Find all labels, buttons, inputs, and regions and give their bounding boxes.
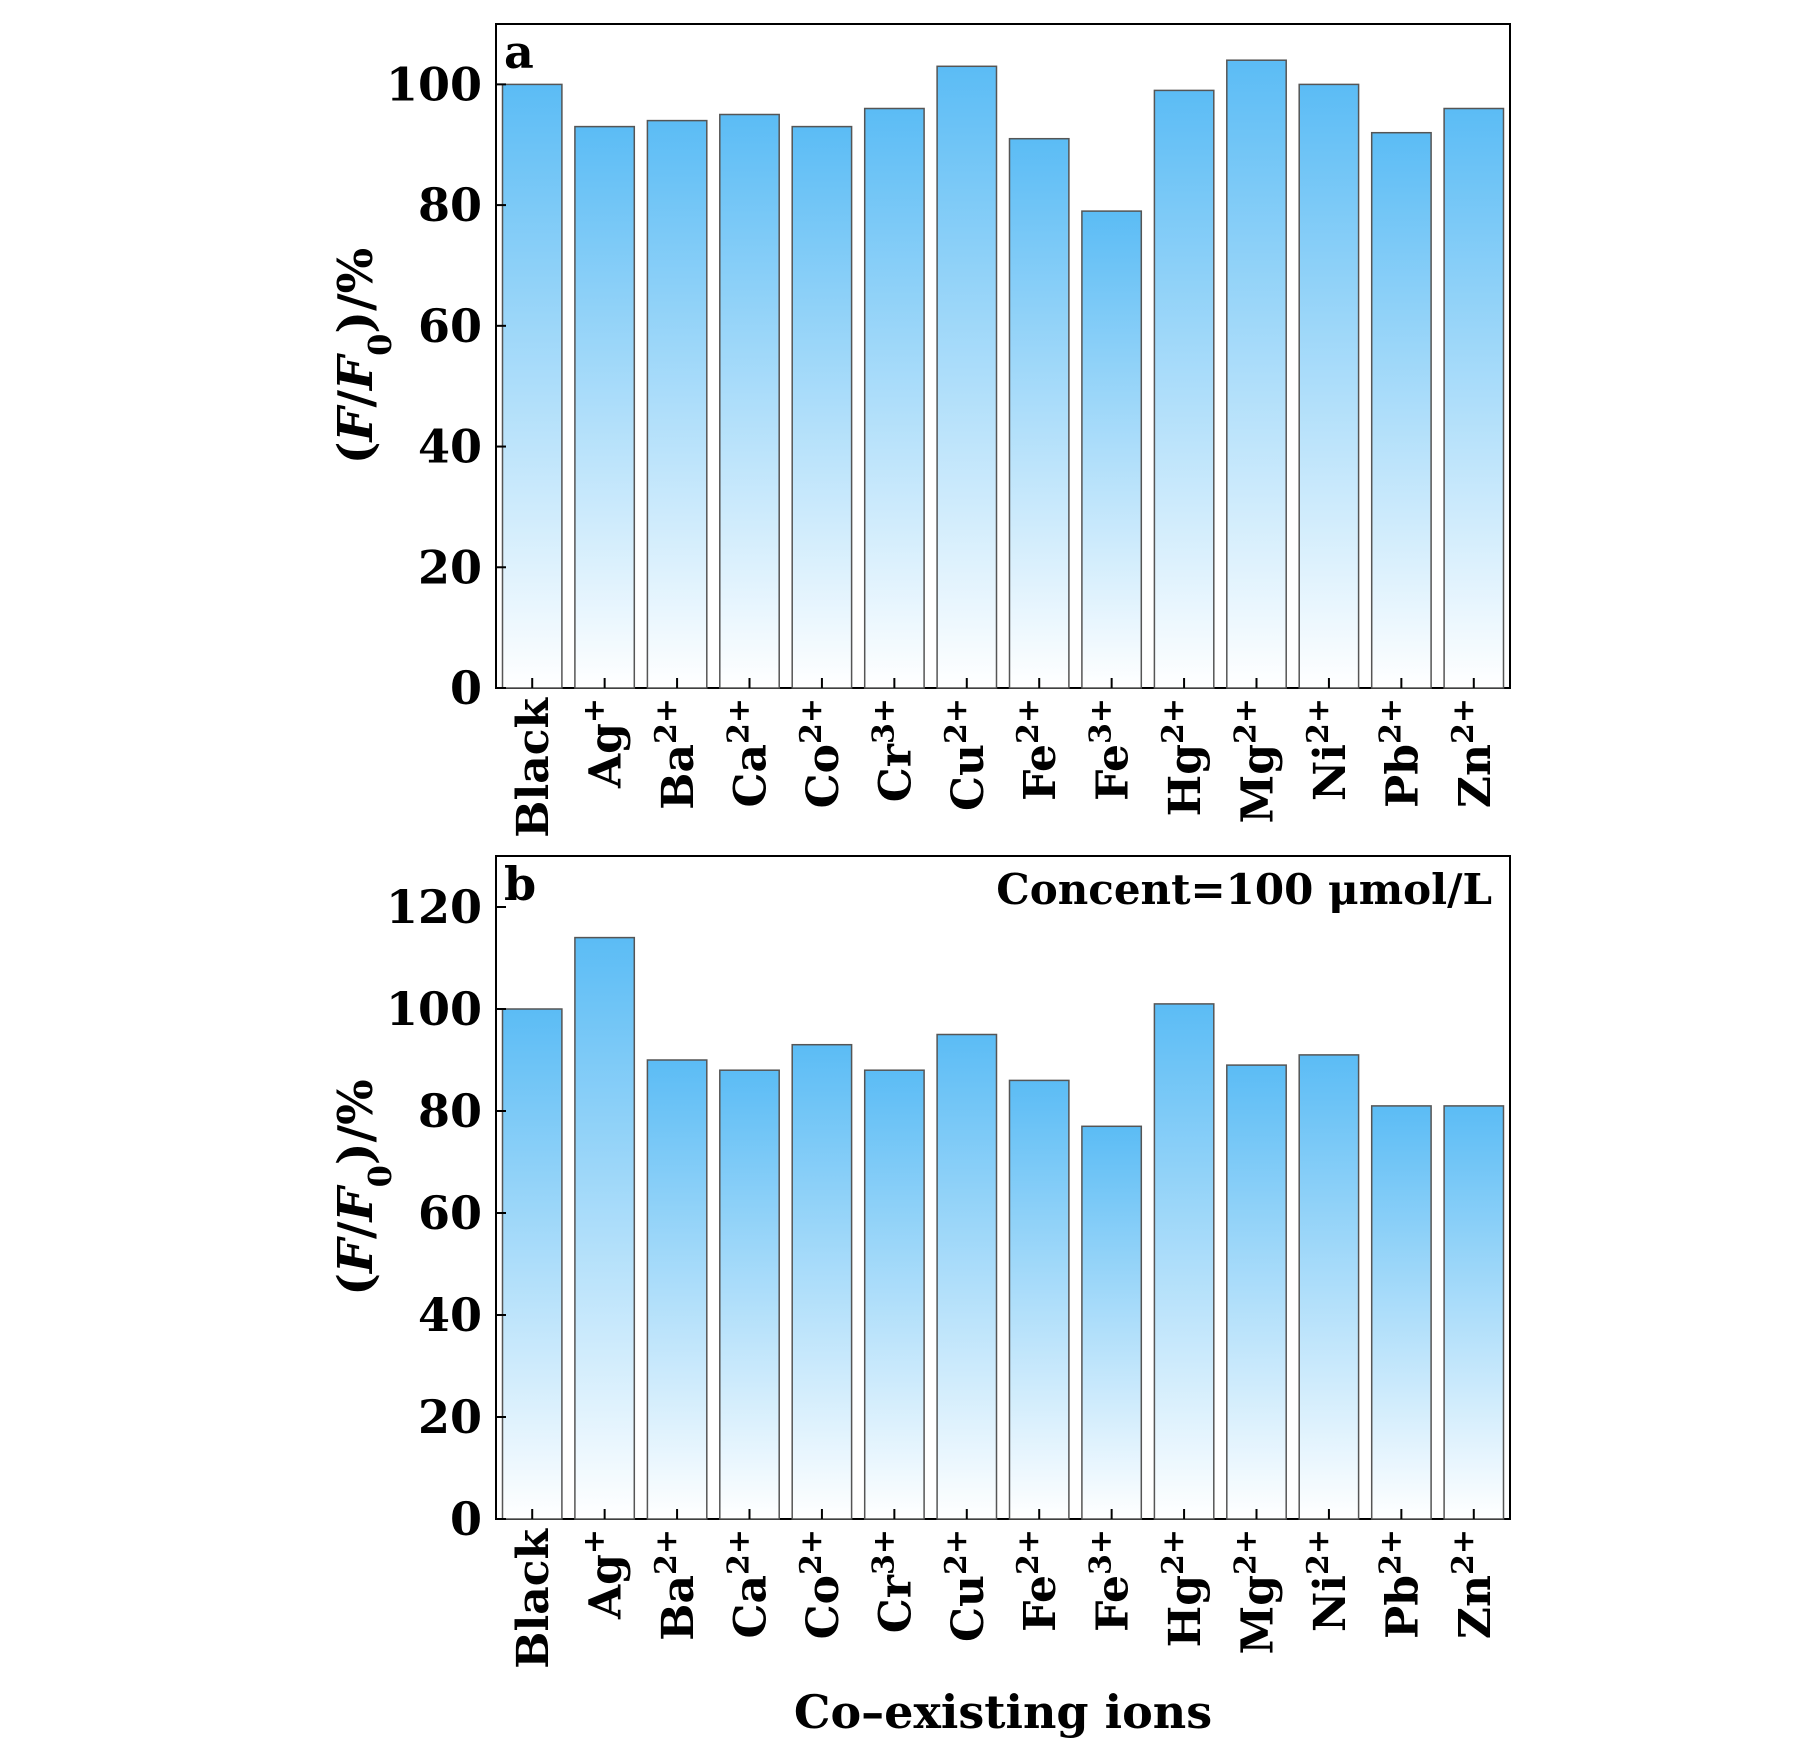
ylabel-subscript: 0 [361,1165,399,1187]
panel-b-x-tick-label-10: Mg2+ [1228,1529,1284,1655]
panel-b-y-tick-label-3: 60 [418,1186,482,1240]
panel-a-y-axis: 0 20 40 60 80 100 [386,57,506,715]
panel-b-bar-5 [863,1069,925,1520]
panel-a-label: a [504,25,534,79]
panel-b-x-tick-label-11: Ni2+ [1300,1529,1356,1632]
panel-a-x-tick-label-0: Black [508,696,559,837]
panel-b-bar-2 [646,1059,708,1520]
panel-a-x-tick-label-3: Ca2+ [721,698,777,808]
panel-b-y-tick-label-0: 0 [450,1492,482,1546]
panel-a-y-tick-label-3: 60 [418,299,482,353]
panel-a-bar-5 [863,107,925,689]
panel-a-x-tick-label-1: Ag+ [576,698,632,789]
panel-b-bar-3 [719,1069,780,1520]
panel-b-bar-10 [1226,1064,1287,1520]
ylabel-slash: / [328,1221,384,1239]
ylabel-f: F [328,1236,384,1275]
panel-a-bar-0 [501,83,563,689]
panel-a-y-tick-label-5: 100 [386,57,482,111]
panel-b-label: b [504,857,536,911]
panel-a-x-tick-label-12: Pb2+ [1373,698,1429,808]
panel-b-bar-11 [1298,1054,1360,1520]
ylabel-f: F [328,405,384,444]
panel-a-bars [501,59,1505,689]
panel-b-x-tick-label-5: Cr3+ [866,1529,922,1633]
panel-a-x-tick-label-6: Cu2+ [938,698,994,811]
panel-a-y-tick-label-2: 40 [418,420,482,474]
x-axis-title: Co–existing ions [794,1685,1212,1739]
panel-a-x-tick-label-5: Cr3+ [866,698,922,802]
ylabel-suffix: )/% [328,248,384,334]
panel-b-bar-4 [791,1043,853,1520]
panel-a-bar-8 [1081,210,1143,689]
panel-a-x-tick-label-2: Ba2+ [649,698,705,810]
panel-b-bar-0 [501,1008,563,1520]
panel-a-x-tick-label-8: Fe3+ [1083,698,1139,801]
panel-b-bar-7 [1008,1079,1070,1520]
ylabel-slash: / [328,389,384,407]
panel-a-plot-frame [495,23,1511,689]
panel-b: 0 20 40 60 80 100 120 Black Ag+ Ba2+ Ca2+ Co2+ Cr3+… [328,855,1511,1669]
panel-b-y-tick-label-6: 120 [386,880,482,934]
panel-a-bar-13 [1443,107,1505,689]
panel-b-y-axis-title: (F/F0)/% [328,1079,399,1296]
panel-a-bar-2 [646,119,708,689]
panel-a-x-tick-label-11: Ni2+ [1300,698,1356,801]
panel-a-y-axis-title: (F/F0)/% [328,248,399,465]
ylabel-open-paren: ( [328,1273,384,1296]
panel-a-x-tick-label-13: Zn2+ [1445,698,1501,808]
panel-b-x-axis: Black Ag+ Ba2+ Ca2+ Co2+ Cr3+ Cu2+ Fe2+ Fe3+ Hg2+… [508,1509,1501,1669]
ylabel-suffix: )/% [328,1079,384,1165]
panel-b-bar-12 [1370,1105,1432,1520]
panel-b-y-tick-label-2: 40 [418,1288,482,1342]
panel-b-y-axis: 0 20 40 60 80 100 120 [386,880,506,1546]
panel-b-x-tick-label-13: Zn2+ [1445,1529,1501,1639]
panel-b-note: Concent=100 μmol/L [996,865,1492,914]
panel-a-bar-9 [1153,89,1215,689]
panel-a-y-tick-label-0: 0 [450,661,482,715]
panel-b-x-tick-label-12: Pb2+ [1373,1529,1429,1639]
panel-b-x-tick-label-4: Co2+ [793,1529,849,1639]
panel-b-y-tick-label-5: 100 [386,982,482,1036]
panel-b-y-tick-label-1: 20 [418,1390,482,1444]
panel-a-bar-7 [1008,137,1070,689]
panel-b-y-tick-label-4: 80 [418,1084,482,1138]
panel-b-plot-frame [495,855,1511,1520]
panel-a-bar-12 [1370,131,1432,689]
panel-b-bar-1 [574,936,636,1520]
panel-a-x-axis: Black Ag+ Ba2+ Ca2+ Co2+ Cr3+ Cu2+ Fe2+ Fe3+ Hg2+… [508,678,1501,838]
panel-b-x-tick-label-6: Cu2+ [938,1529,994,1642]
panel-b-x-tick-label-8: Fe3+ [1083,1529,1139,1632]
panel-a-bar-6 [936,65,998,689]
ylabel-open-paren: ( [328,442,384,465]
panel-a-y-tick-label-4: 80 [418,178,482,232]
ylabel-subscript: 0 [361,334,399,356]
panel-b-bar-9 [1153,1003,1215,1520]
ylabel-f0: F [328,353,384,392]
panel-a-bar-4 [791,125,853,689]
ylabel-f0: F [328,1184,384,1223]
panel-a: 0 20 40 60 80 100 Black Ag+ Ba2+ Ca2+ Co2+ Cr3+ Cu2… [328,23,1511,838]
panel-a-bar-3 [719,113,780,689]
panel-a-bar-10 [1226,59,1287,689]
panel-b-bars [501,936,1505,1520]
panel-a-bar-11 [1298,83,1360,689]
panel-b-x-tick-label-3: Ca2+ [721,1529,777,1639]
panel-b-bar-6 [936,1033,998,1520]
panel-b-x-tick-label-9: Hg2+ [1156,1529,1212,1647]
panel-a-x-tick-label-10: Mg2+ [1228,698,1284,824]
panel-a-y-tick-label-1: 20 [418,540,482,594]
panel-b-bar-8 [1081,1125,1143,1520]
panel-b-x-tick-label-2: Ba2+ [649,1529,705,1641]
panel-b-x-tick-label-1: Ag+ [576,1529,632,1620]
panel-b-x-tick-label-7: Fe2+ [1011,1529,1067,1632]
panel-a-x-tick-label-7: Fe2+ [1011,698,1067,801]
panel-a-bar-1 [574,125,636,689]
panel-b-bar-13 [1443,1105,1505,1520]
panel-a-x-tick-label-9: Hg2+ [1156,698,1212,816]
panel-b-x-tick-label-0: Black [508,1527,559,1668]
panel-a-x-tick-label-4: Co2+ [793,698,849,808]
